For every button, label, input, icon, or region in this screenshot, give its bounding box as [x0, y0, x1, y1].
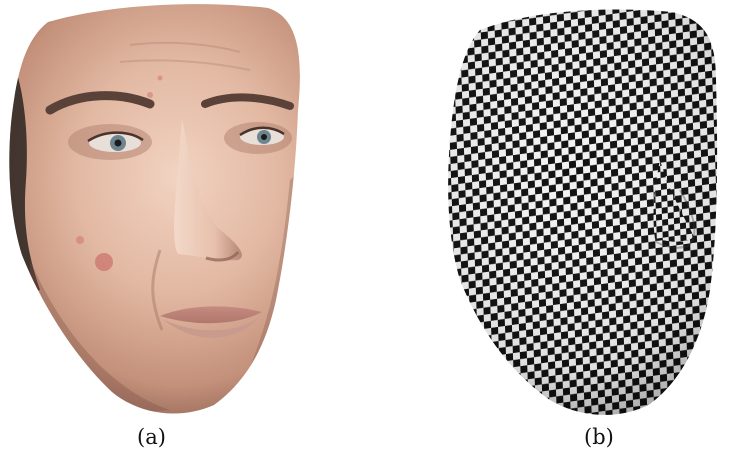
panel-a-caption: (a) [137, 425, 166, 449]
face-mesh-b [448, 9, 718, 415]
face-mesh-a [9, 4, 300, 414]
panel-b: (b) [410, 0, 733, 463]
textured-face-image [9, 4, 300, 414]
panel-a: (a) [9, 4, 300, 449]
checkerboard-face-image [448, 9, 718, 415]
panel-b-caption: (b) [584, 425, 614, 449]
